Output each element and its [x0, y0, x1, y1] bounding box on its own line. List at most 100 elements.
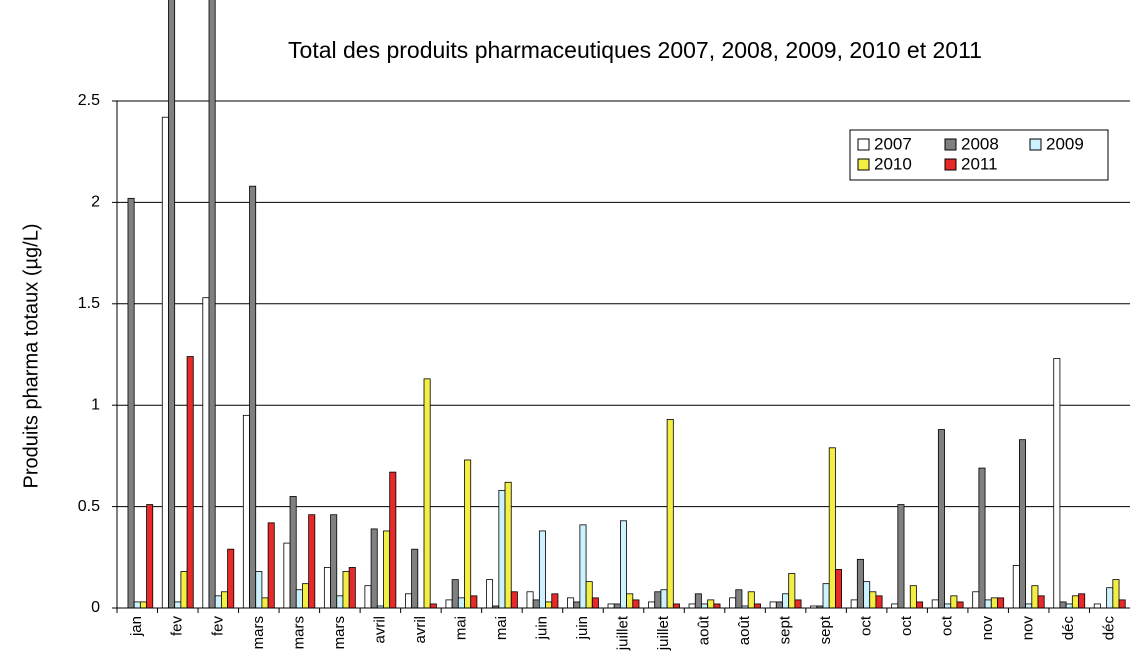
- x-tick-label: sept: [817, 615, 834, 644]
- bar: [1071, 595, 1079, 609]
- bar: [302, 583, 310, 609]
- plot-area: 0 0.5 1 1.5 2 2.5 jan fev fev mars mars mars avril av…: [78, 0, 1130, 651]
- bar: [242, 414, 250, 609]
- legend-label: 2007: [874, 134, 912, 153]
- x-tick-label: nov: [979, 616, 996, 641]
- x-tick-label: mars: [331, 616, 348, 649]
- bar: [869, 591, 877, 609]
- bar: [510, 591, 518, 609]
- bar: [573, 601, 581, 609]
- bar: [348, 567, 356, 609]
- bar: [1065, 603, 1073, 609]
- bar: [1106, 587, 1114, 609]
- bar: [445, 599, 453, 609]
- x-tick-label: mai: [452, 616, 469, 640]
- bar: [1031, 585, 1039, 609]
- bar: [1053, 358, 1061, 609]
- x-tick-label: mai: [493, 616, 510, 640]
- bar: [1093, 603, 1101, 609]
- bar: [863, 581, 871, 609]
- bar: [323, 567, 331, 609]
- y-tick-label: 1.5: [78, 295, 100, 312]
- x-tick-label: juin: [533, 616, 550, 640]
- bar: [214, 595, 222, 609]
- bar: [139, 601, 147, 609]
- x-tick-label: mars: [290, 616, 307, 649]
- bar: [613, 603, 621, 609]
- bar: [249, 185, 257, 609]
- bar: [429, 603, 437, 609]
- bar: [875, 595, 883, 609]
- x-tick-label: oct: [939, 615, 956, 636]
- bar: [579, 524, 587, 609]
- legend-label: 2008: [961, 134, 999, 153]
- bar: [707, 599, 715, 609]
- bar: [267, 522, 275, 609]
- bar: [411, 548, 419, 609]
- bar: [186, 356, 194, 609]
- bar: [127, 197, 135, 609]
- bar: [591, 597, 599, 609]
- bar: [713, 603, 721, 609]
- bar: [383, 530, 391, 609]
- bar: [856, 558, 864, 609]
- legend-box: [849, 129, 1109, 181]
- bar: [729, 597, 737, 609]
- x-tick-label: sept: [777, 615, 794, 644]
- x-tick-label: oct: [898, 615, 915, 636]
- bar: [620, 520, 628, 609]
- bar: [672, 603, 680, 609]
- bar: [944, 603, 952, 609]
- legend-swatch: [857, 138, 870, 151]
- bar: [897, 504, 905, 609]
- bar: [202, 297, 210, 609]
- bar: [464, 459, 472, 609]
- bar: [404, 593, 412, 609]
- bar: [364, 585, 372, 609]
- bar: [180, 571, 188, 609]
- bar: [567, 597, 575, 609]
- bar: [342, 571, 350, 609]
- legend-swatch: [944, 158, 957, 171]
- bar: [1112, 579, 1120, 609]
- bar: [782, 593, 790, 609]
- bar: [295, 589, 303, 609]
- x-tick-label: avril: [412, 616, 429, 644]
- bar: [168, 0, 176, 609]
- bar: [1012, 565, 1020, 609]
- bar: [735, 589, 743, 609]
- y-tick-label: 0.5: [78, 498, 100, 515]
- bar: [978, 467, 986, 609]
- bar: [470, 595, 478, 609]
- x-tick-label: juillet: [655, 615, 672, 651]
- y-tick-label: 2: [91, 194, 100, 211]
- legend-swatch: [944, 138, 957, 151]
- bar: [835, 569, 843, 609]
- bar: [146, 504, 154, 609]
- bar: [1078, 593, 1086, 609]
- x-tick-label: mars: [250, 616, 267, 649]
- bar: [261, 597, 269, 609]
- bar: [451, 579, 459, 609]
- bar: [457, 597, 465, 609]
- bar: [769, 601, 777, 609]
- bar: [330, 514, 338, 609]
- bar: [1059, 601, 1067, 609]
- bar: [308, 514, 316, 609]
- bar: [283, 542, 291, 609]
- legend-swatch: [857, 158, 870, 171]
- bar: [694, 593, 702, 609]
- bar: [984, 599, 992, 609]
- bar: [997, 597, 1005, 609]
- legend-swatch: [1029, 138, 1042, 151]
- bar: [551, 593, 559, 609]
- bar: [666, 418, 674, 609]
- bar: [1037, 595, 1045, 609]
- bar: [336, 595, 344, 609]
- x-tick-label: jan: [128, 616, 145, 637]
- bar: [1118, 599, 1126, 609]
- bar: [747, 591, 755, 609]
- bar: [891, 603, 899, 609]
- bar: [654, 591, 662, 609]
